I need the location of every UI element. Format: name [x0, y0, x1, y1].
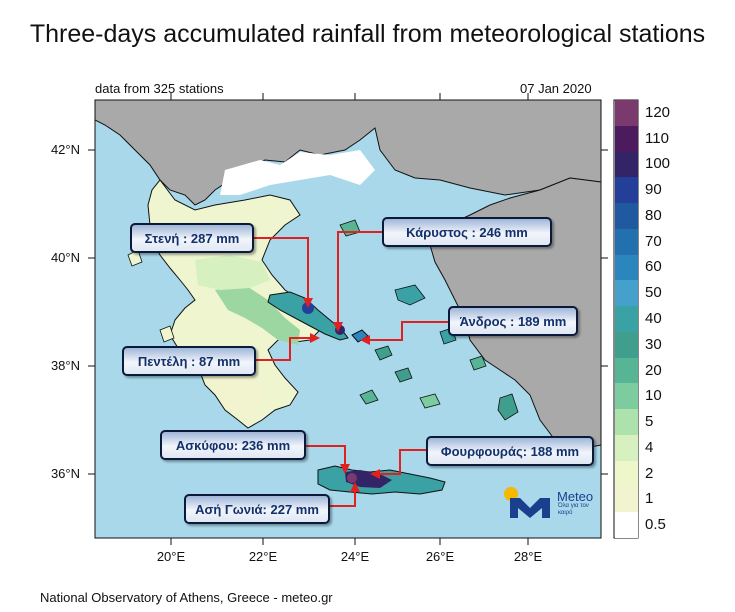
colorbar-label: 70 — [645, 232, 662, 250]
colorbar-cell — [615, 125, 638, 152]
colorbar-label: 30 — [645, 335, 662, 353]
footer-credit: National Observatory of Athens, Greece -… — [40, 590, 333, 605]
rain-max-askyfou — [347, 473, 357, 483]
callout-arrows — [254, 231, 448, 507]
colorbar-cell — [615, 434, 638, 462]
lon-label-26: 26°E — [425, 549, 455, 564]
colorbar-label: 1 — [645, 490, 654, 508]
map-title: Three-days accumulated rainfall from met… — [29, 20, 706, 48]
colorbar-label: 40 — [645, 310, 662, 327]
map-date: 07 Jan 2020 — [520, 81, 592, 96]
land-north — [95, 100, 601, 206]
colorbar-label: 5 — [645, 413, 654, 431]
colorbar-label: 80 — [645, 206, 662, 224]
colorbar-label: 90 — [645, 181, 662, 199]
colorbar-label: 10 — [645, 387, 662, 405]
island-cyclades-2 — [394, 367, 413, 383]
colorbar-cell — [615, 151, 638, 178]
colorbar-label: 120 — [645, 103, 671, 121]
colorbar-label: 20 — [645, 361, 662, 379]
colorbar-cell — [615, 357, 638, 384]
colorbar-cell — [615, 383, 638, 410]
island-cyclades-3 — [359, 389, 379, 405]
callout-asi-gonia: Ασή Γωνιά: 227 mm — [184, 494, 330, 524]
island-kefalonia — [159, 325, 175, 343]
colorbar-cell — [615, 177, 638, 204]
lon-label-22: 22°E — [248, 549, 278, 564]
lon-label-24: 24°E — [340, 549, 370, 564]
lat-label-38: 38°N — [50, 358, 80, 373]
island-rhodes — [497, 393, 519, 421]
colorbar-cell — [615, 331, 638, 359]
colorbar-cell — [615, 512, 638, 539]
axis-ticks — [88, 93, 608, 545]
colorbar-cell — [615, 280, 638, 307]
colorbar-label: 60 — [645, 258, 662, 276]
callout-askyfou: Ασκύφου: 236 mm — [160, 430, 306, 460]
arrow-heads — [303, 298, 380, 492]
arrow-karystos — [337, 231, 382, 325]
callout-karystos: Κάρυστος : 246 mm — [382, 217, 552, 247]
island-lesvos — [394, 284, 426, 306]
colorbar-cell — [615, 254, 638, 281]
colorbar-label: 50 — [645, 284, 662, 302]
rain-band-central — [215, 285, 300, 345]
colorbar-label: 2 — [645, 464, 654, 482]
arrow-penteli — [256, 337, 312, 361]
colorbar-label: 4 — [645, 438, 654, 456]
meteo-logo-tagline: Όλα για τον καιρό — [558, 503, 589, 516]
arrow-andros — [368, 321, 448, 341]
arrow-fourfouras — [378, 449, 426, 475]
colorbar-cell — [615, 306, 638, 333]
stations-note: data from 325 stations — [95, 81, 224, 96]
colorbar-cell — [615, 228, 638, 256]
island-cyclades-4 — [419, 393, 441, 409]
callout-penteli: Πεντέλη : 87 mm — [122, 346, 256, 376]
arrow-asi-gonia — [330, 488, 356, 507]
callout-steni: Στενή : 287 mm — [130, 223, 254, 253]
lat-label-36: 36°N — [50, 466, 80, 481]
colorbar-label: 0.5 — [645, 516, 666, 534]
colorbar-cell — [615, 409, 638, 436]
meteo-logo-word: Meteo — [557, 489, 594, 504]
meteo-logo-icon — [504, 487, 550, 518]
callout-fourfouras: Φουρφουράς: 188 mm — [426, 436, 594, 466]
north-dry-patch — [220, 150, 375, 195]
colorbar-label: 110 — [645, 129, 669, 147]
island-cyclades-1 — [374, 345, 393, 361]
colorbar-cell — [615, 460, 638, 487]
map-frame — [94, 99, 602, 539]
colorbar-cell — [615, 203, 638, 230]
callout-andros: Άνδρος : 189 mm — [448, 306, 578, 336]
island-samos — [469, 355, 487, 371]
arrow-askyfou — [306, 445, 346, 468]
arrow-steni — [254, 237, 309, 300]
colorbar-cell — [615, 486, 638, 513]
colorbar-label: 100 — [645, 155, 671, 173]
lat-label-42: 42°N — [50, 142, 80, 157]
lon-label-28: 28°E — [513, 549, 543, 564]
rain-band-north — [195, 255, 270, 290]
lon-label-20: 20°E — [156, 549, 186, 564]
lat-label-40: 40°N — [50, 250, 80, 265]
colorbar-cell — [615, 100, 638, 127]
